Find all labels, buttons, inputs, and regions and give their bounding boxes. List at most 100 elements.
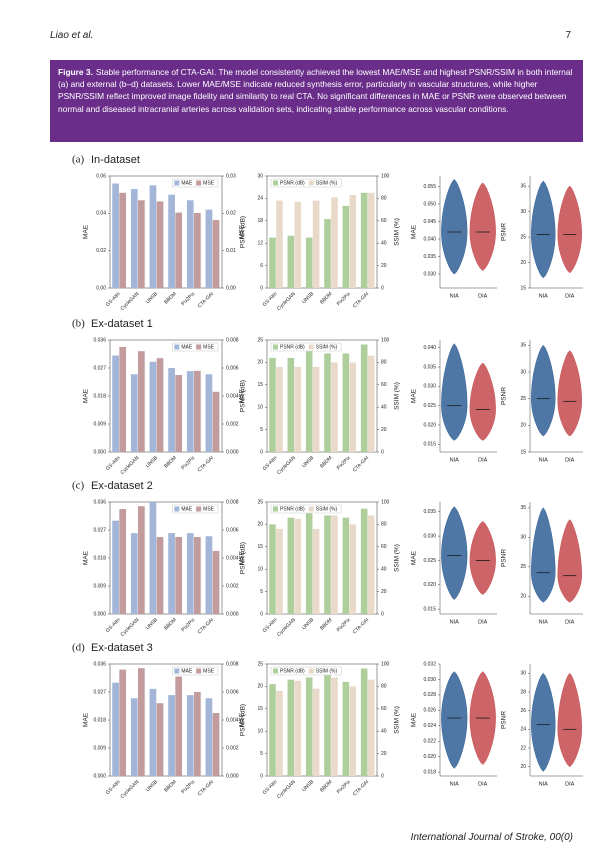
tick-label: 0.045: [423, 219, 436, 225]
plot-frame: [266, 663, 378, 777]
tick-label: 40: [381, 241, 387, 247]
bar: [342, 353, 350, 452]
tick-label: 25: [520, 234, 526, 240]
axis-label: PSNR (dB): [240, 216, 247, 248]
tick-label: 40: [381, 567, 387, 573]
tick-label: 0.026: [423, 708, 436, 714]
x-tick-label: BBDM: [163, 779, 177, 793]
x-tick-label: Pix2Pix: [180, 617, 196, 633]
plot-frame: [266, 175, 378, 289]
panel-title: Ex-dataset 3: [91, 642, 153, 654]
tick-label: 5: [260, 589, 263, 595]
violin: [441, 506, 468, 600]
bar: [212, 391, 220, 452]
violin: [531, 672, 556, 772]
bar: [212, 551, 220, 614]
bar: [269, 684, 276, 776]
axis-label: MAE: [411, 388, 418, 403]
tick-label: 0.002: [226, 745, 239, 751]
tick-label: 0.000: [226, 611, 239, 617]
bar: [305, 513, 313, 614]
legend-label: MSE: [203, 669, 215, 675]
axis-label: MAE: [83, 550, 90, 565]
x-tick-label: DIA: [478, 293, 488, 299]
tick-label: 30: [520, 369, 526, 375]
bar: [186, 371, 194, 452]
tick-label: 0.008: [226, 499, 239, 505]
bar: [156, 703, 164, 776]
tick-label: 25: [257, 499, 263, 505]
legend-label: MSE: [203, 507, 215, 513]
axis-label: MSE: [239, 712, 246, 727]
panel-label: (c): [72, 480, 85, 492]
axis-label: MAE: [411, 224, 418, 239]
tick-label: 20: [381, 751, 387, 757]
legend-label: MSE: [203, 181, 215, 187]
x-tick-label: CTA-GAI: [352, 291, 370, 309]
x-tick-label: CTA-GAI: [352, 779, 370, 797]
tick-label: 0.040: [423, 236, 436, 242]
tick-label: 0.015: [423, 442, 436, 448]
bar: [269, 524, 276, 614]
tick-label: 0: [260, 611, 263, 617]
bar: [360, 508, 368, 614]
legend-swatch: [308, 344, 314, 350]
tick-label: 25: [257, 337, 263, 343]
tick-label: 0.035: [423, 364, 436, 370]
tick-label: 0.040: [423, 345, 436, 351]
plot-frame: [266, 339, 378, 453]
violin: [469, 362, 496, 441]
bar: [305, 351, 313, 452]
x-tick-label: DIA: [478, 619, 488, 625]
page-number: 7: [565, 30, 571, 41]
axis-label: PSNR (dB): [240, 704, 247, 736]
tick-label: 40: [381, 729, 387, 735]
tick-label: 60: [381, 706, 387, 712]
bar: [276, 690, 283, 776]
bar: [119, 192, 127, 288]
tick-label: 80: [381, 522, 387, 528]
tick-label: 0.027: [93, 365, 106, 371]
tick-label: 20: [381, 263, 387, 269]
axis-label: MSE: [239, 388, 246, 403]
tick-label: 12: [257, 241, 263, 247]
axis-label: SSIM (%): [394, 706, 401, 734]
x-tick-label: UNSB: [145, 291, 160, 306]
bar: [119, 509, 127, 614]
x-tick-label: NIA: [450, 293, 460, 299]
tick-label: 0: [260, 285, 263, 291]
bar: [367, 192, 375, 288]
legend-swatch: [174, 180, 180, 186]
bar: [149, 502, 157, 614]
bar: [324, 515, 331, 614]
tick-label: 0.055: [423, 184, 436, 190]
x-tick-label: GS-Attn: [105, 617, 122, 634]
tick-label: 0.000: [93, 611, 106, 617]
legend-box: [172, 504, 219, 514]
tick-label: 0.008: [226, 337, 239, 343]
plot-frame: [109, 501, 223, 615]
bar: [194, 692, 201, 776]
x-tick-label: NIA: [450, 457, 460, 463]
tick-label: 0.06: [96, 173, 106, 179]
bar: [130, 189, 138, 288]
x-tick-label: GS-Attn: [262, 779, 279, 796]
x-tick-label: CTA-GAI: [197, 455, 215, 473]
tick-label: 0.025: [423, 403, 436, 409]
x-tick-label: GS-Attn: [262, 455, 279, 472]
tick-label: 100: [381, 661, 390, 667]
tick-label: 30: [520, 535, 526, 541]
bar: [287, 679, 295, 776]
bar: [194, 537, 201, 614]
tick-label: 20: [520, 764, 526, 770]
axis-label: PSNR: [501, 387, 508, 405]
axis-label: PSNR: [501, 711, 508, 729]
figure-caption: Figure 3. Stable performance of CTA-GAI. …: [50, 60, 583, 142]
bar: [130, 374, 138, 452]
violin: [531, 180, 556, 279]
legend-swatch: [273, 668, 278, 674]
tick-label: 20: [520, 260, 526, 266]
tick-label: 0.018: [93, 555, 106, 561]
bar: [138, 506, 145, 614]
tick-label: 15: [257, 382, 263, 388]
